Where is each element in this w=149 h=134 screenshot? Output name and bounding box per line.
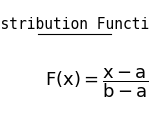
Text: Distribution Function: Distribution Function [0, 17, 149, 32]
Text: $\mathrm{F}(\mathrm{x})=\dfrac{\mathrm{x}-\mathrm{a}}{\mathrm{b}-\mathrm{a}}$: $\mathrm{F}(\mathrm{x})=\dfrac{\mathrm{x… [45, 66, 149, 100]
